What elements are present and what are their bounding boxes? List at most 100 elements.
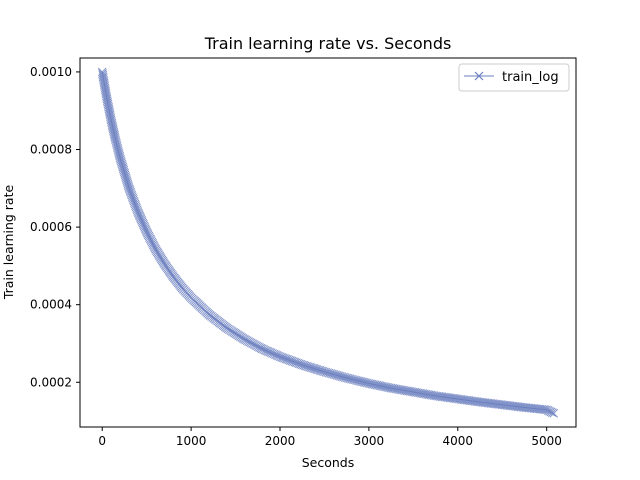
- data-point-marker: [143, 228, 152, 238]
- y-tick-label: 0.0002: [30, 375, 72, 389]
- data-point-marker: [548, 408, 557, 417]
- y-tick-label: 0.0006: [30, 220, 72, 234]
- data-point-marker: [329, 370, 339, 379]
- data-point-marker: [139, 220, 148, 229]
- data-point-marker: [117, 158, 126, 167]
- data-point-marker: [138, 218, 148, 228]
- data-point-marker: [543, 406, 553, 415]
- data-point-marker: [126, 187, 135, 197]
- data-point-marker: [143, 230, 153, 240]
- data-point-marker: [321, 367, 331, 377]
- data-point-marker: [150, 243, 160, 253]
- data-point-marker: [116, 154, 125, 164]
- x-tick-label: 3000: [354, 434, 385, 448]
- y-tick-label: 0.0004: [30, 298, 72, 312]
- data-point-marker: [128, 193, 138, 203]
- data-point-marker: [125, 186, 135, 195]
- data-point-marker: [280, 353, 289, 363]
- data-point-marker: [263, 347, 273, 356]
- data-point-marker: [122, 175, 131, 185]
- data-point-marker: [135, 212, 145, 222]
- data-point-marker: [265, 347, 274, 357]
- data-point-marker: [144, 231, 154, 241]
- x-tick-label: 5000: [531, 434, 562, 448]
- data-point-marker: [128, 195, 138, 204]
- data-point-marker: [335, 371, 345, 381]
- data-point-marker: [125, 184, 134, 194]
- data-point-marker: [291, 358, 301, 367]
- data-point-marker: [149, 241, 159, 251]
- data-point-marker: [117, 161, 127, 170]
- data-point-marker: [120, 170, 130, 180]
- data-point-marker: [137, 217, 147, 227]
- data-point-marker: [111, 135, 120, 145]
- data-point-marker: [116, 156, 126, 166]
- data-point-marker: [331, 370, 340, 380]
- data-point-marker: [130, 199, 140, 209]
- data-point-marker: [112, 138, 121, 148]
- data-point-marker: [129, 196, 139, 206]
- y-axis-label: Train learning rate: [1, 185, 16, 301]
- data-point-marker: [266, 348, 276, 358]
- data-point-marker: [257, 344, 267, 354]
- data-point-marker: [124, 183, 134, 192]
- data-point-marker: [123, 180, 133, 189]
- data-point-marker: [284, 355, 294, 365]
- series-markers-train-log: [97, 67, 559, 418]
- data-point-marker: [148, 239, 157, 248]
- y-tick-label: 0.0008: [30, 143, 72, 157]
- data-point-marker: [120, 169, 130, 178]
- data-point-marker: [287, 356, 297, 366]
- data-point-marker: [293, 358, 303, 368]
- data-point-marker: [117, 159, 127, 169]
- data-point-marker: [328, 369, 337, 379]
- data-point-marker: [277, 352, 286, 362]
- data-point-marker: [139, 221, 149, 231]
- data-point-marker: [286, 356, 295, 365]
- legend: train_log: [458, 63, 570, 92]
- data-point-marker: [135, 211, 145, 221]
- data-point-marker: [324, 368, 334, 378]
- data-point-marker: [127, 190, 137, 200]
- y-axis-ticks: 0.0002 0.0004 0.0006 0.0008 0.0010: [30, 65, 80, 389]
- data-point-marker: [127, 192, 137, 201]
- data-point-marker: [114, 148, 124, 158]
- data-point-marker: [112, 141, 122, 151]
- data-point-marker: [283, 355, 292, 364]
- data-point-marker: [136, 214, 146, 224]
- data-point-marker: [118, 164, 128, 174]
- data-point-marker: [119, 165, 129, 175]
- data-point-marker: [542, 405, 552, 415]
- data-point-marker: [260, 345, 270, 355]
- data-point-marker: [126, 189, 136, 198]
- data-point-marker: [326, 369, 336, 378]
- data-point-marker: [281, 354, 291, 364]
- data-point-marker: [320, 367, 329, 377]
- x-tick-label: 2000: [265, 434, 296, 448]
- data-point-marker: [133, 207, 143, 216]
- data-point-marker: [290, 357, 300, 367]
- data-point-marker: [122, 176, 132, 186]
- legend-box: [458, 63, 570, 92]
- data-point-marker: [271, 350, 280, 360]
- data-point-marker: [119, 167, 129, 177]
- data-point-marker: [545, 406, 554, 416]
- data-point-marker: [118, 162, 128, 172]
- x-axis-label: Seconds: [302, 455, 355, 470]
- chart-title: Train learning rate vs. Seconds: [204, 34, 452, 53]
- data-point-marker: [123, 178, 132, 188]
- data-point-marker: [131, 202, 141, 212]
- data-point-marker: [141, 225, 151, 235]
- data-point-marker: [268, 349, 277, 358]
- data-point-marker: [549, 408, 559, 418]
- data-point-marker: [132, 204, 142, 213]
- x-tick-label: 1000: [176, 434, 207, 448]
- legend-label-train-log: train_log: [502, 70, 559, 85]
- data-point-marker: [147, 237, 157, 247]
- data-point-marker: [113, 145, 123, 154]
- data-point-marker: [113, 143, 122, 153]
- data-point-marker: [288, 357, 298, 366]
- data-point-marker: [141, 224, 150, 234]
- y-tick-label: 0.0010: [30, 65, 72, 79]
- data-point-marker: [134, 208, 143, 218]
